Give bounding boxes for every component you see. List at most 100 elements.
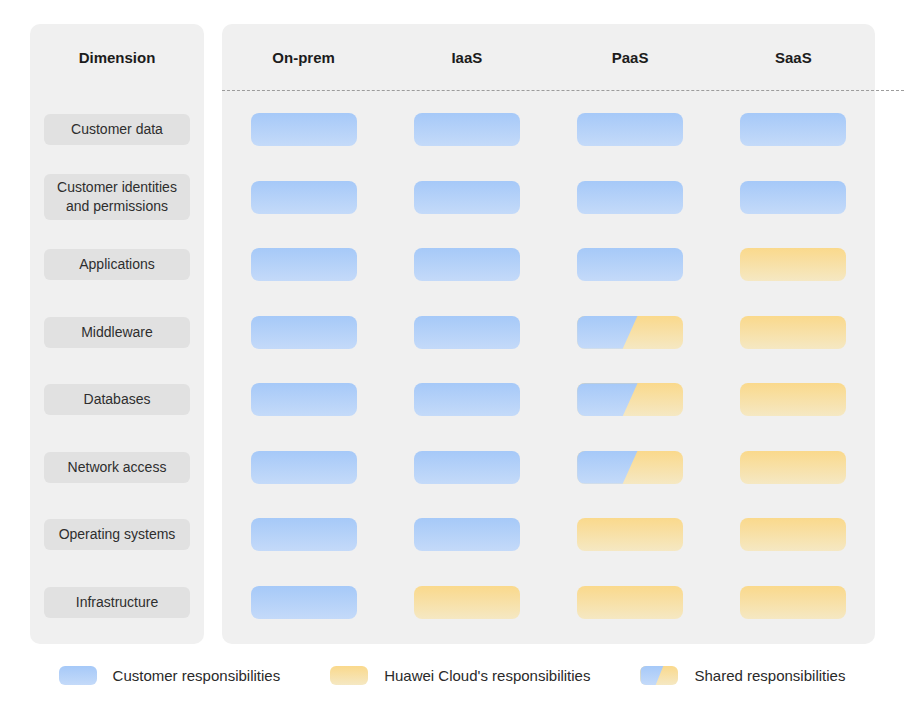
row-label: Infrastructure xyxy=(44,587,190,618)
matrix-cell xyxy=(222,366,385,434)
legend-item-customer: Customer responsibilities xyxy=(59,666,281,685)
responsibility-pill-customer xyxy=(414,383,520,416)
legend-swatch-huawei xyxy=(330,666,368,685)
matrix-cell xyxy=(549,434,712,502)
matrix-cell xyxy=(712,231,875,299)
matrix-cell xyxy=(385,299,548,367)
dimension-row-slot: Network access xyxy=(30,434,204,502)
matrix-cell xyxy=(385,434,548,502)
matrix-cell xyxy=(385,231,548,299)
responsibility-pill-customer xyxy=(414,518,520,551)
header-divider xyxy=(222,90,904,91)
matrix-cell xyxy=(222,299,385,367)
matrix-cell xyxy=(549,569,712,637)
dimension-row-slot: Customer data xyxy=(30,96,204,164)
shared-responsibility-matrix: Dimension Customer data Customer identiti… xyxy=(0,0,904,726)
dimension-row-slot: Operating systems xyxy=(30,501,204,569)
responsibility-pill-customer xyxy=(414,451,520,484)
matrix-cell xyxy=(712,96,875,164)
responsibility-pill-customer xyxy=(414,316,520,349)
responsibility-pill-huawei xyxy=(740,451,846,484)
matrix-row xyxy=(222,434,875,502)
responsibility-pill-customer xyxy=(577,113,683,146)
dimension-row-slot: Infrastructure xyxy=(30,569,204,637)
responsibility-pill-customer xyxy=(251,383,357,416)
matrix-cell xyxy=(712,501,875,569)
legend-label: Huawei Cloud's responsibilities xyxy=(384,667,590,684)
responsibility-pill-customer xyxy=(251,518,357,551)
column-header-iaas: IaaS xyxy=(385,24,548,90)
matrix-cell xyxy=(712,569,875,637)
legend-label: Customer responsibilities xyxy=(113,667,281,684)
dimension-header: Dimension xyxy=(30,24,204,90)
matrix-row xyxy=(222,231,875,299)
responsibility-pill-huawei xyxy=(740,586,846,619)
responsibility-pill-shared xyxy=(577,451,683,484)
responsibility-pill-huawei xyxy=(740,248,846,281)
row-label: Operating systems xyxy=(44,519,190,550)
responsibility-pill-customer xyxy=(251,586,357,619)
dimension-row-slot: Middleware xyxy=(30,299,204,367)
row-label: Applications xyxy=(44,249,190,280)
responsibility-pill-shared xyxy=(577,316,683,349)
matrix-row xyxy=(222,96,875,164)
legend-label: Shared responsibilities xyxy=(694,667,845,684)
responsibility-pill-huawei xyxy=(740,518,846,551)
matrix-cell xyxy=(385,501,548,569)
matrix-cell xyxy=(712,299,875,367)
matrix-row xyxy=(222,164,875,232)
matrix-cell xyxy=(712,366,875,434)
responsibility-pill-customer xyxy=(414,113,520,146)
matrix-cell xyxy=(549,501,712,569)
matrix-cell xyxy=(222,434,385,502)
legend-item-huawei: Huawei Cloud's responsibilities xyxy=(330,666,590,685)
column-header-saas: SaaS xyxy=(712,24,875,90)
row-label: Databases xyxy=(44,384,190,415)
matrix-cell xyxy=(222,96,385,164)
matrix-row xyxy=(222,569,875,637)
matrix-cell xyxy=(712,164,875,232)
responsibility-pill-huawei xyxy=(740,316,846,349)
row-label: Middleware xyxy=(44,317,190,348)
matrix-row xyxy=(222,299,875,367)
row-label: Network access xyxy=(44,452,190,483)
responsibility-pill-huawei xyxy=(577,518,683,551)
dimension-rows: Customer data Customer identities and per… xyxy=(30,90,204,636)
legend: Customer responsibilities Huawei Cloud's … xyxy=(0,666,904,685)
pill-grid xyxy=(222,90,875,636)
matrix-cell xyxy=(549,96,712,164)
responsibility-pill-huawei xyxy=(577,586,683,619)
matrix-cell xyxy=(549,299,712,367)
legend-swatch-shared xyxy=(640,666,678,685)
matrix-row xyxy=(222,501,875,569)
matrix-cell xyxy=(222,231,385,299)
matrix-row xyxy=(222,366,875,434)
responsibility-pill-customer xyxy=(251,316,357,349)
responsibility-pill-customer xyxy=(414,181,520,214)
responsibility-pill-customer xyxy=(251,181,357,214)
responsibility-pill-customer xyxy=(577,181,683,214)
matrix-cell xyxy=(549,164,712,232)
responsibility-pill-shared xyxy=(577,383,683,416)
dimension-row-slot: Databases xyxy=(30,366,204,434)
responsibility-pill-customer xyxy=(577,248,683,281)
column-header-on-prem: On-prem xyxy=(222,24,385,90)
responsibility-pill-customer xyxy=(414,248,520,281)
matrix-cell xyxy=(222,501,385,569)
matrix-cell xyxy=(385,164,548,232)
matrix-cell xyxy=(549,231,712,299)
matrix-cell xyxy=(222,164,385,232)
matrix-cell xyxy=(385,569,548,637)
dimension-panel: Dimension Customer data Customer identiti… xyxy=(30,24,204,644)
column-headers: On-premIaaSPaaSSaaS xyxy=(222,24,875,90)
responsibility-pill-huawei xyxy=(740,383,846,416)
row-label: Customer identities and permissions xyxy=(44,174,190,220)
matrix-cell xyxy=(222,569,385,637)
responsibility-pill-customer xyxy=(251,248,357,281)
dimension-row-slot: Applications xyxy=(30,231,204,299)
responsibility-pill-customer xyxy=(251,113,357,146)
matrix-cell xyxy=(712,434,875,502)
column-header-paas: PaaS xyxy=(549,24,712,90)
responsibility-pill-customer xyxy=(740,181,846,214)
legend-swatch-customer xyxy=(59,666,97,685)
